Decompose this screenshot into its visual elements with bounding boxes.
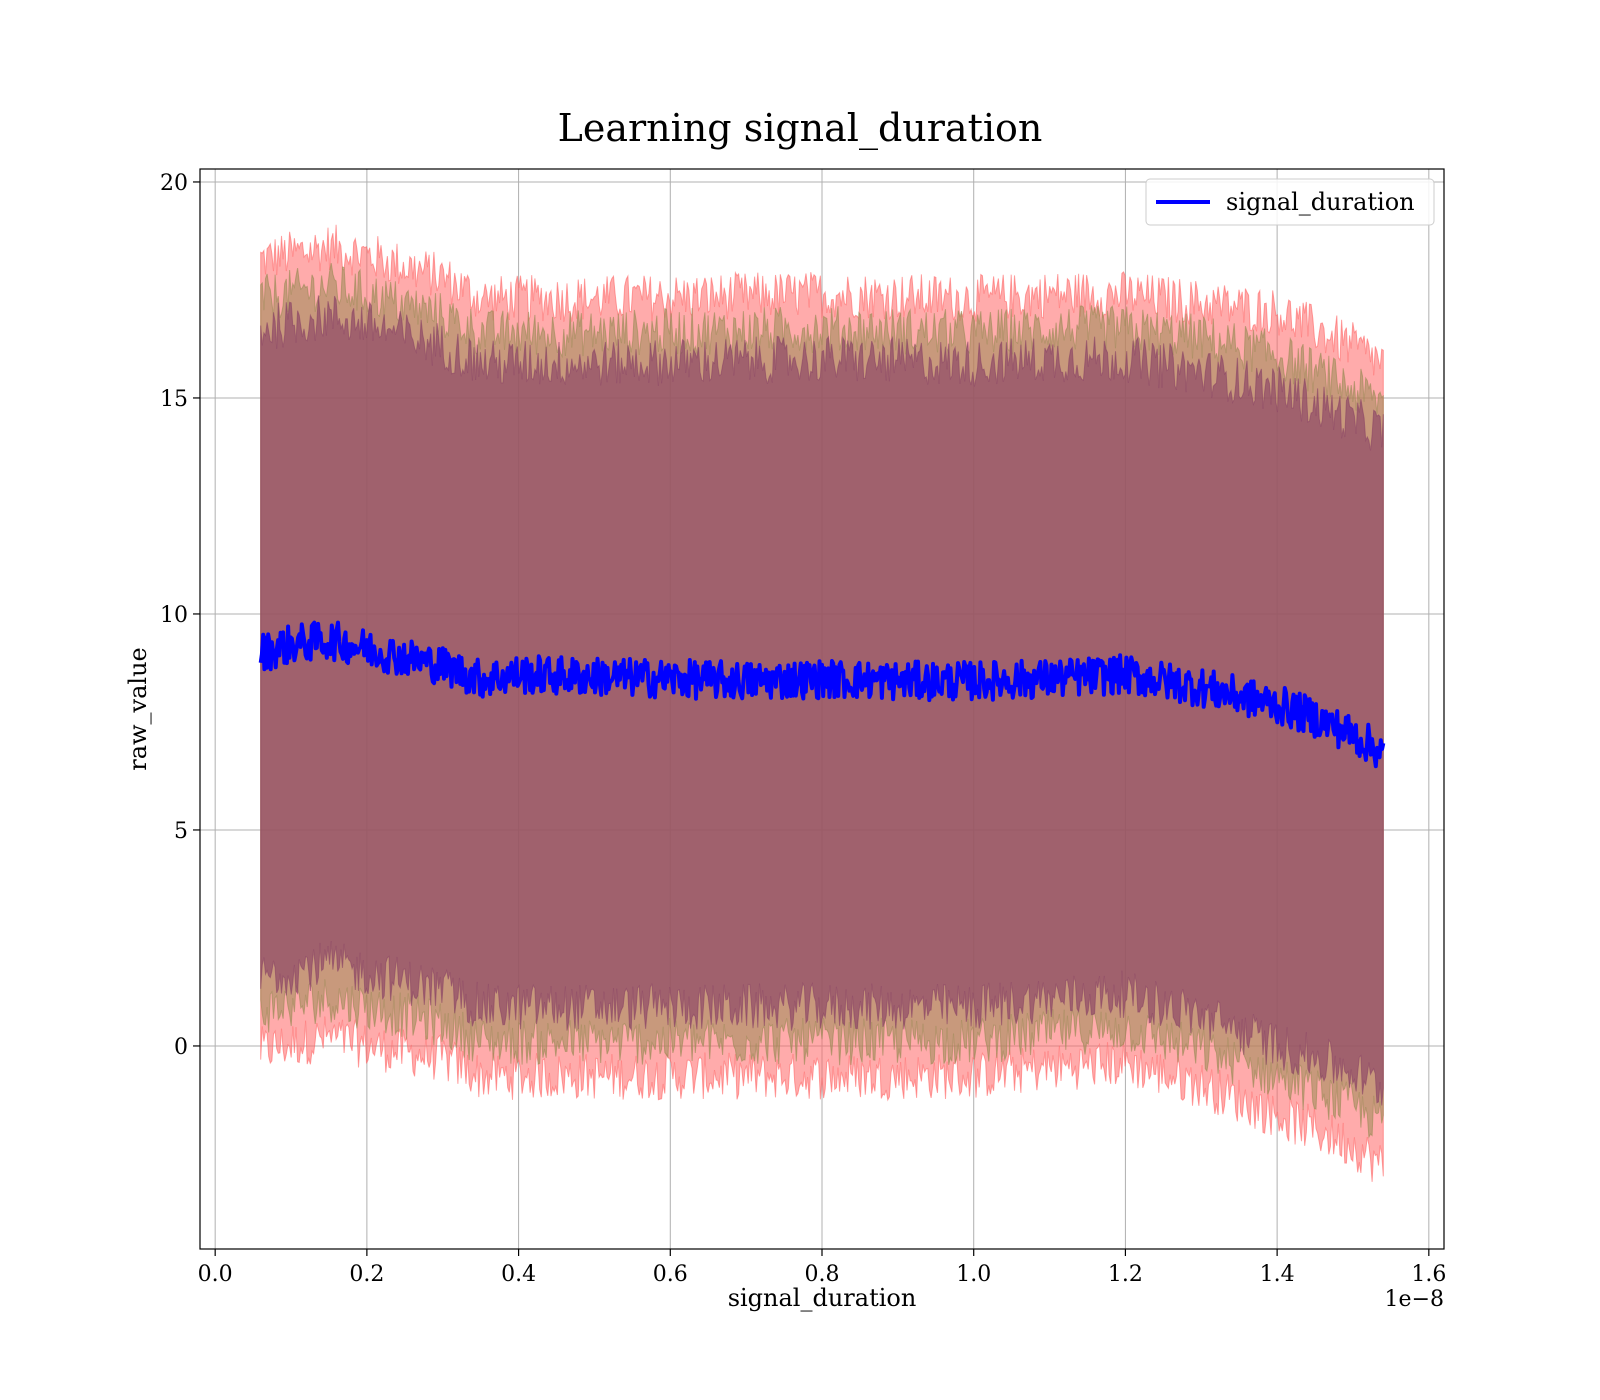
x-axis-ticks: 0.0 0.2 0.4 0.6 0.8 1.0 1.2 1.4 1.6: [198, 1249, 1446, 1287]
x-tick-label: 1.4: [1260, 1262, 1295, 1287]
y-tick-label: 5: [174, 819, 188, 844]
y-axis-label: raw_value: [124, 647, 152, 771]
legend: signal_duration: [1145, 178, 1435, 226]
x-tick-label: 1.0: [956, 1262, 991, 1287]
x-tick-label: 1.6: [1411, 1262, 1446, 1287]
y-tick-label: 15: [160, 387, 188, 412]
x-tick-label: 0.6: [653, 1262, 688, 1287]
x-tick-label: 1.2: [1108, 1262, 1143, 1287]
y-tick-label: 0: [174, 1035, 188, 1060]
band-inner: [260, 295, 1384, 1106]
confidence-bands: [260, 224, 1384, 1182]
legend-box: [1145, 178, 1435, 226]
chart-title: Learning signal_duration: [558, 106, 1043, 151]
x-tick-label: 0.4: [501, 1262, 536, 1287]
series-lines: [258, 620, 1386, 769]
x-axis-offset-label: 1e−8: [1385, 1287, 1444, 1312]
x-tick-label: 0.0: [198, 1262, 233, 1287]
legend-label: signal_duration: [1226, 188, 1415, 216]
series-line-signal_duration: [258, 620, 1386, 769]
y-axis-ticks: 0 5 10 15 20: [160, 171, 200, 1060]
x-tick-label: 0.8: [805, 1262, 840, 1287]
x-tick-label: 0.2: [349, 1262, 384, 1287]
y-tick-label: 10: [160, 603, 188, 628]
y-tick-label: 20: [160, 171, 188, 196]
x-axis-label: signal_duration: [728, 1284, 917, 1312]
